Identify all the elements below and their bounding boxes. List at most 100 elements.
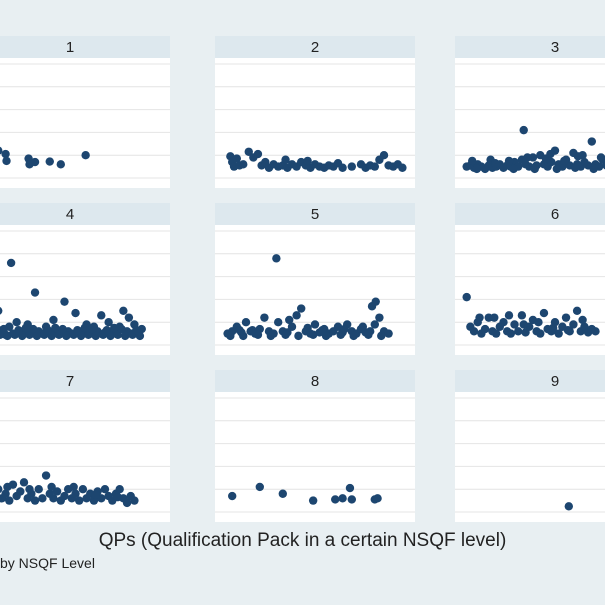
data-point [561, 313, 571, 322]
data-point [60, 297, 69, 306]
data-point [480, 324, 490, 334]
x-axis-label: QPs (Qualification Pack in a certain NSQ… [98, 530, 507, 551]
data-point [73, 325, 82, 335]
data-point [1, 149, 10, 159]
data-point [560, 156, 569, 166]
data-point [468, 156, 477, 166]
panel-strip [215, 36, 415, 58]
data-point [30, 288, 40, 297]
data-point [572, 306, 582, 315]
data-point [340, 324, 349, 334]
data-point [491, 158, 500, 168]
data-point [69, 482, 78, 492]
data-point [0, 485, 3, 494]
data-point [546, 149, 555, 159]
data-point [119, 306, 128, 315]
data-point [292, 311, 301, 320]
data-point [91, 490, 100, 500]
data-point [347, 162, 356, 171]
data-point [318, 325, 327, 335]
data-point [596, 153, 605, 162]
data-point [564, 502, 573, 511]
data-point [504, 156, 514, 166]
panel-strip-label: 6 [551, 206, 559, 223]
data-point [563, 325, 573, 335]
data-point [34, 485, 43, 494]
data-point [117, 324, 126, 334]
data-point [14, 325, 23, 335]
data-point [0, 324, 8, 334]
data-point [349, 331, 358, 341]
data-point [109, 323, 119, 333]
data-point [514, 327, 523, 336]
panel-strip [455, 203, 605, 225]
data-point [56, 160, 65, 169]
data-point [490, 313, 499, 322]
data-point [272, 254, 281, 263]
data-point [587, 137, 596, 146]
facet-panel-4: 4 [0, 203, 170, 355]
data-point [16, 487, 25, 496]
data-point [3, 482, 12, 492]
panel-strip [0, 203, 170, 225]
data-point [333, 322, 343, 331]
data-point [124, 313, 134, 322]
data-point [102, 325, 112, 335]
data-point [287, 322, 297, 331]
data-point [43, 325, 53, 335]
data-point [509, 164, 518, 174]
panel-strip [215, 370, 415, 392]
data-point [60, 491, 69, 501]
panel-background [215, 370, 415, 522]
panel-strip-label: 7 [66, 373, 74, 390]
facet-panel-5: 5 [215, 203, 415, 355]
data-point [71, 489, 80, 498]
data-point [121, 331, 130, 341]
data-point [281, 330, 290, 339]
data-point [552, 164, 562, 174]
data-point [534, 318, 543, 327]
data-point [278, 489, 287, 498]
data-point [45, 157, 54, 166]
data-point [308, 330, 318, 339]
data-point [358, 322, 368, 331]
data-point [47, 482, 56, 492]
data-point [30, 496, 40, 505]
data-point [52, 487, 62, 496]
data-point [241, 318, 251, 327]
data-point [375, 313, 384, 322]
data-point [235, 325, 244, 335]
data-point [115, 485, 124, 494]
data-point [523, 153, 532, 162]
data-point [308, 496, 318, 505]
data-point [253, 330, 263, 339]
data-point [371, 297, 380, 306]
data-point [602, 161, 605, 170]
panel-strip-label: 1 [66, 39, 74, 56]
panel-strip [215, 203, 415, 225]
data-point [285, 315, 294, 325]
data-point [29, 324, 38, 334]
facet-panel-7: 7 [0, 370, 170, 522]
data-point [510, 320, 519, 329]
data-point [51, 323, 60, 333]
data-point [228, 491, 237, 501]
data-point [303, 156, 312, 166]
chart-caption: by NSQF Level [0, 555, 95, 571]
data-point [12, 318, 21, 327]
panel-strip [455, 370, 605, 392]
data-point [504, 311, 514, 320]
data-point [49, 494, 58, 503]
data-point [506, 329, 516, 338]
data-point [41, 471, 51, 480]
data-point [226, 331, 235, 341]
data-point [571, 163, 580, 172]
data-point [87, 324, 97, 334]
data-point [475, 313, 484, 322]
data-point [78, 485, 88, 494]
data-point [91, 331, 100, 341]
data-point [491, 329, 501, 338]
data-point [499, 318, 508, 327]
facet-panel-2: 2 [215, 36, 415, 188]
panel-strip-label: 9 [551, 373, 559, 390]
